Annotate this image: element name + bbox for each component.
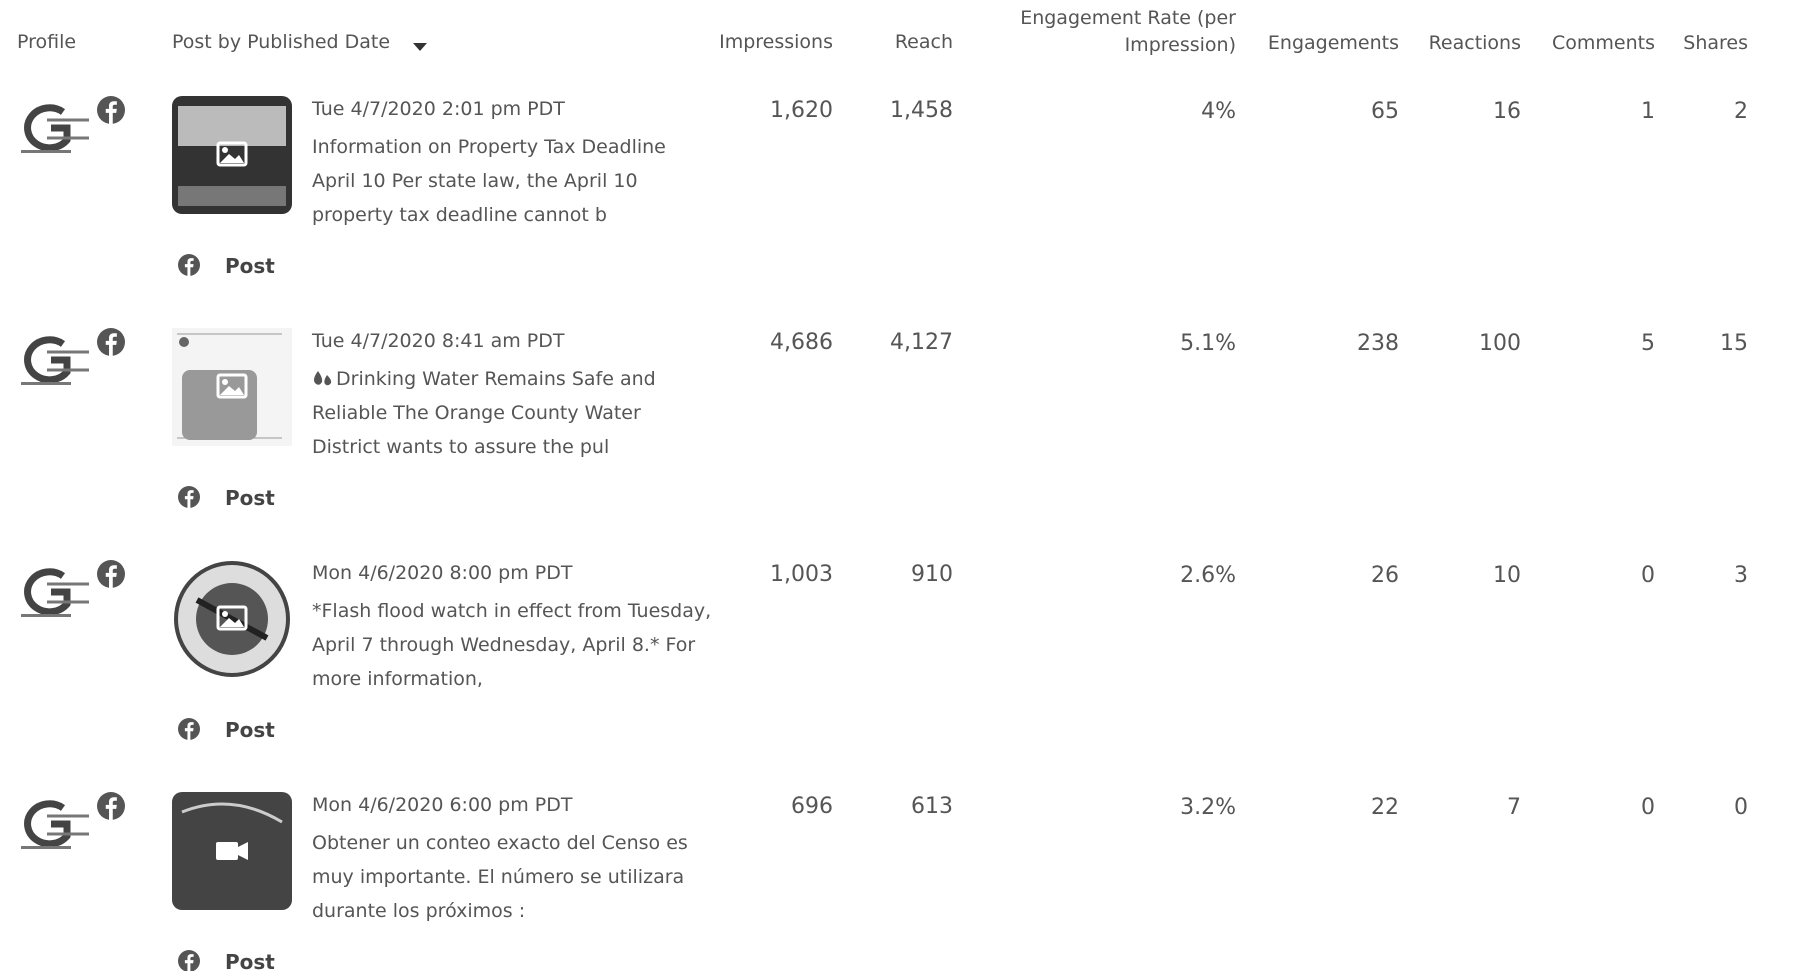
header-reach: Reach bbox=[793, 31, 953, 53]
metric-engagement-rate: 3.2% bbox=[1076, 795, 1236, 820]
post-text: *Flash flood watch in effect from Tuesda… bbox=[312, 594, 712, 696]
profile-logo bbox=[17, 568, 91, 620]
post-date: Mon 4/6/2020 6:00 pm PDT bbox=[312, 794, 572, 816]
facebook-icon bbox=[178, 486, 200, 508]
facebook-icon bbox=[97, 792, 125, 820]
metric-reach: 4,127 bbox=[793, 330, 953, 355]
header-profile: Profile bbox=[17, 31, 76, 53]
metric-engagement-rate: 2.6% bbox=[1076, 563, 1236, 588]
page: Profile Post by Published Date Impressio… bbox=[0, 0, 1802, 971]
post-text: Drinking Water Remains Safe and Reliable… bbox=[312, 362, 712, 464]
post-type[interactable]: Post bbox=[225, 486, 275, 510]
metric-shares: 15 bbox=[1588, 331, 1748, 356]
post-thumbnail[interactable] bbox=[172, 792, 292, 910]
post-text: Information on Property Tax Deadline Apr… bbox=[312, 130, 712, 232]
sort-arrow[interactable] bbox=[412, 41, 428, 53]
post-type[interactable]: Post bbox=[225, 254, 275, 278]
post-type[interactable]: Post bbox=[225, 718, 275, 742]
post-type[interactable]: Post bbox=[225, 950, 275, 971]
metric-engagement-rate: 5.1% bbox=[1076, 331, 1236, 356]
facebook-icon bbox=[97, 328, 125, 356]
post-text: Obtener un conteo exacto del Censo es mu… bbox=[312, 826, 712, 928]
post-thumbnail[interactable] bbox=[172, 560, 292, 678]
facebook-icon bbox=[178, 950, 200, 971]
header-shares: Shares bbox=[1588, 32, 1748, 54]
facebook-icon bbox=[178, 254, 200, 276]
profile-logo bbox=[17, 104, 91, 156]
facebook-icon bbox=[97, 96, 125, 124]
metric-shares: 2 bbox=[1588, 99, 1748, 124]
header-post[interactable]: Post by Published Date bbox=[172, 31, 390, 53]
post-date: Mon 4/6/2020 8:00 pm PDT bbox=[312, 562, 572, 584]
profile-logo bbox=[17, 800, 91, 852]
facebook-icon bbox=[178, 718, 200, 740]
metric-shares: 0 bbox=[1588, 795, 1748, 820]
metric-reach: 910 bbox=[793, 562, 953, 587]
post-date: Tue 4/7/2020 8:41 am PDT bbox=[312, 330, 564, 352]
profile-logo bbox=[17, 336, 91, 388]
metric-reach: 1,458 bbox=[793, 98, 953, 123]
post-thumbnail[interactable] bbox=[172, 96, 292, 214]
facebook-icon bbox=[97, 560, 125, 588]
post-thumbnail[interactable] bbox=[172, 328, 292, 446]
metric-engagement-rate: 4% bbox=[1076, 99, 1236, 124]
post-date: Tue 4/7/2020 2:01 pm PDT bbox=[312, 98, 565, 120]
header-engagement-rate: Engagement Rate (per Impression) bbox=[996, 5, 1236, 59]
metric-shares: 3 bbox=[1588, 563, 1748, 588]
metric-reach: 613 bbox=[793, 794, 953, 819]
